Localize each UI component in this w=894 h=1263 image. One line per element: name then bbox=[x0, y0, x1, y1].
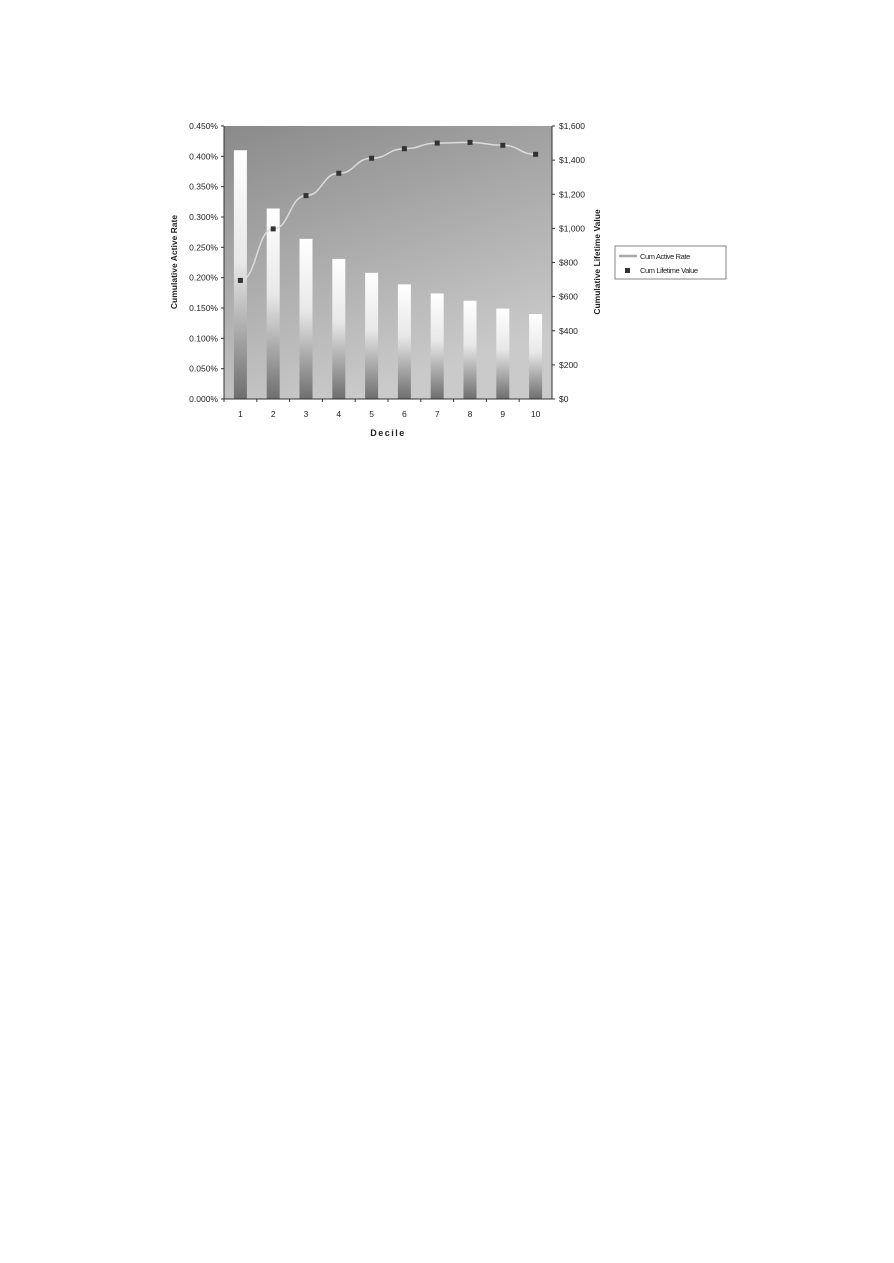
marker-decile-6 bbox=[401, 146, 407, 152]
x-axis-title: Decile bbox=[370, 428, 406, 438]
legend-label-cum-active-rate: Cum Active Rate bbox=[640, 252, 690, 261]
y-tick-label: 0.400% bbox=[189, 151, 218, 161]
bar-decile-2 bbox=[266, 208, 280, 399]
bar-decile-8 bbox=[463, 300, 477, 399]
x-tick-label: 9 bbox=[500, 409, 505, 419]
marker-decile-8 bbox=[467, 139, 473, 145]
marker-decile-9 bbox=[500, 142, 506, 148]
x-tick-label: 6 bbox=[402, 409, 407, 419]
marker-decile-1 bbox=[237, 277, 243, 283]
x-tick-label: 8 bbox=[468, 409, 473, 419]
y2-tick-label: $1,600 bbox=[559, 121, 585, 131]
y-tick-label: 0.100% bbox=[189, 333, 218, 343]
marker-decile-7 bbox=[434, 140, 440, 146]
marker-decile-5 bbox=[369, 155, 375, 161]
y2-tick-label: $400 bbox=[559, 326, 578, 336]
bar-decile-6 bbox=[397, 284, 411, 399]
y-axis-title: Cumulative Active Rate bbox=[169, 215, 179, 309]
bar-decile-5 bbox=[365, 272, 379, 399]
x-tick-label: 7 bbox=[435, 409, 440, 419]
bar-decile-4 bbox=[332, 258, 346, 399]
y-tick-label: 0.250% bbox=[189, 242, 218, 252]
bar-decile-10 bbox=[529, 314, 543, 399]
marker-decile-4 bbox=[336, 170, 342, 176]
legend: Cum Active Rate Cum Lifetime Value bbox=[614, 245, 727, 280]
y2-tick-label: $1,000 bbox=[559, 223, 585, 233]
y-tick-label: 0.150% bbox=[189, 303, 218, 313]
bar-decile-7 bbox=[430, 293, 444, 399]
y2-tick-label: $1,400 bbox=[559, 155, 585, 165]
y-tick-label: 0.000% bbox=[189, 394, 218, 404]
marker-decile-2 bbox=[270, 226, 276, 232]
y-tick-label: 0.350% bbox=[189, 182, 218, 192]
legend-marker-swatch bbox=[625, 268, 630, 273]
y-tick-label: 0.050% bbox=[189, 364, 218, 374]
y-tick-label: 0.200% bbox=[189, 273, 218, 283]
y2-axis-title: Cumulative Lifetime Value bbox=[592, 209, 602, 315]
x-tick-label: 3 bbox=[304, 409, 309, 419]
y2-tick-label: $200 bbox=[559, 360, 578, 370]
bar-decile-3 bbox=[299, 238, 313, 399]
series-line-cum-lifetime-value bbox=[240, 141, 536, 282]
y2-tick-label: $600 bbox=[559, 292, 578, 302]
x-tick-label: 2 bbox=[271, 409, 276, 419]
y2-tick-label: $1,200 bbox=[559, 189, 585, 199]
marker-decile-10 bbox=[533, 151, 539, 157]
y-tick-label: 0.300% bbox=[189, 212, 218, 222]
y-tick-label: 0.450% bbox=[189, 121, 218, 131]
legend-label-cum-lifetime-value: Cum Lifetime Value bbox=[640, 266, 698, 275]
marker-decile-3 bbox=[303, 193, 309, 199]
y2-tick-label: $0 bbox=[559, 394, 569, 404]
x-tick-label: 5 bbox=[369, 409, 374, 419]
x-tick-label: 10 bbox=[531, 409, 541, 419]
x-tick-label: 4 bbox=[336, 409, 341, 419]
bar-decile-9 bbox=[496, 308, 510, 399]
x-tick-label: 1 bbox=[238, 409, 243, 419]
bar-decile-1 bbox=[233, 150, 247, 399]
y2-tick-label: $800 bbox=[559, 258, 578, 268]
